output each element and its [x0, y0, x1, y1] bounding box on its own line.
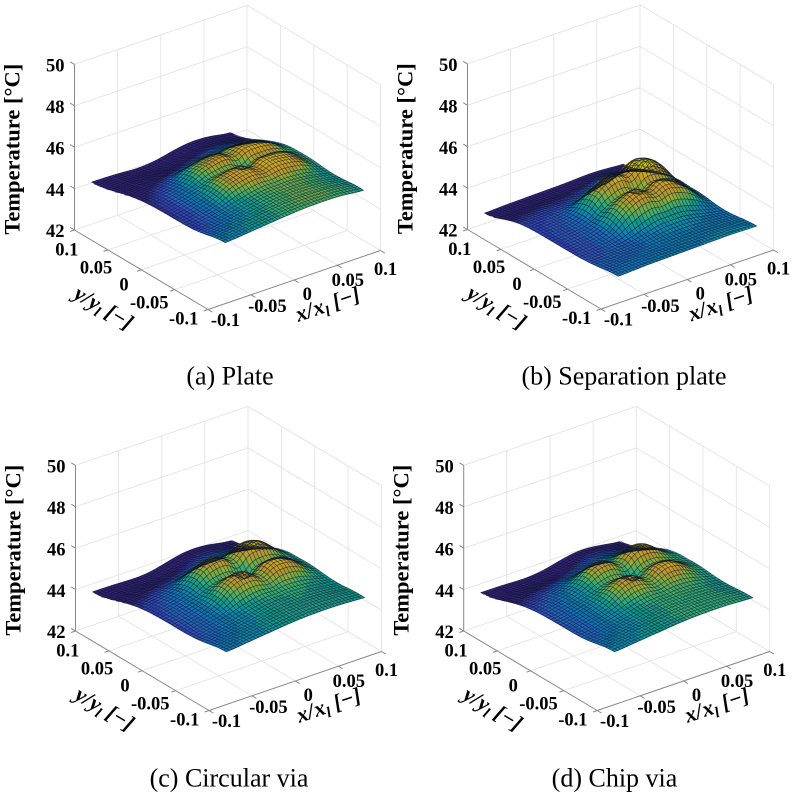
svg-text:0.1: 0.1 — [374, 260, 397, 280]
svg-text:0: 0 — [303, 285, 312, 305]
svg-text:-0.1: -0.1 — [558, 711, 587, 731]
svg-text:44: 44 — [435, 582, 454, 602]
svg-text:-0.1: -0.1 — [211, 311, 240, 331]
svg-text:0: 0 — [696, 284, 705, 304]
svg-text:0.05: 0.05 — [473, 258, 505, 278]
svg-text:-0.05: -0.05 — [637, 698, 676, 718]
svg-text:0: 0 — [692, 686, 701, 706]
svg-text:-0.05: -0.05 — [641, 297, 680, 317]
svg-text:0.05: 0.05 — [332, 271, 364, 291]
svg-text:-0.1: -0.1 — [600, 712, 629, 732]
svg-text:0.1: 0.1 — [763, 661, 786, 681]
svg-text:46: 46 — [47, 540, 66, 560]
svg-text:Temperature [°C]: Temperature [°C] — [389, 465, 414, 636]
svg-text:-0.05: -0.05 — [249, 698, 288, 718]
svg-text:0.05: 0.05 — [333, 672, 365, 692]
svg-text:42: 42 — [435, 623, 454, 643]
svg-text:0.05: 0.05 — [721, 672, 753, 692]
svg-text:0.1: 0.1 — [444, 642, 467, 662]
svg-text:-0.05: -0.05 — [523, 293, 562, 313]
svg-text:-0.05: -0.05 — [519, 695, 558, 715]
svg-text:48: 48 — [46, 98, 65, 118]
svg-text:0.1: 0.1 — [767, 260, 790, 280]
svg-text:0.05: 0.05 — [725, 271, 757, 291]
svg-text:0.05: 0.05 — [81, 660, 113, 680]
svg-text:48: 48 — [435, 499, 454, 519]
svg-text:(a) Plate: (a) Plate — [186, 362, 273, 391]
svg-text:42: 42 — [439, 222, 458, 242]
svg-text:-0.1: -0.1 — [169, 310, 198, 330]
svg-text:Temperature [°C]: Temperature [°C] — [0, 64, 25, 235]
svg-text:0.05: 0.05 — [469, 660, 501, 680]
svg-text:48: 48 — [47, 499, 66, 519]
svg-text:42: 42 — [47, 623, 66, 643]
svg-text:44: 44 — [439, 180, 458, 200]
svg-text:Temperature [°C]: Temperature [°C] — [393, 63, 418, 234]
svg-text:-0.05: -0.05 — [248, 297, 287, 317]
svg-text:0.1: 0.1 — [448, 240, 471, 260]
svg-text:-0.05: -0.05 — [130, 294, 169, 314]
svg-text:0: 0 — [304, 686, 313, 706]
svg-text:0: 0 — [120, 677, 129, 697]
svg-text:46: 46 — [435, 540, 454, 560]
svg-text:(d) Chip via: (d) Chip via — [552, 764, 678, 793]
svg-text:-0.1: -0.1 — [604, 311, 633, 331]
svg-text:50: 50 — [435, 458, 454, 478]
svg-text:44: 44 — [47, 582, 66, 602]
svg-text:48: 48 — [439, 98, 458, 118]
svg-text:-0.1: -0.1 — [562, 309, 591, 329]
svg-text:42: 42 — [46, 222, 65, 242]
svg-text:0: 0 — [512, 275, 521, 295]
svg-text:0.1: 0.1 — [56, 642, 79, 662]
svg-text:0.1: 0.1 — [375, 661, 398, 681]
svg-text:Temperature [°C]: Temperature [°C] — [1, 465, 26, 636]
svg-text:(b) Separation plate: (b) Separation plate — [521, 362, 726, 391]
svg-text:44: 44 — [46, 181, 65, 201]
svg-text:0.1: 0.1 — [55, 241, 78, 261]
svg-text:0.05: 0.05 — [80, 259, 112, 279]
svg-text:50: 50 — [47, 458, 66, 478]
svg-text:0: 0 — [119, 276, 128, 296]
svg-text:0: 0 — [509, 677, 518, 697]
svg-text:(c) Circular via: (c) Circular via — [150, 764, 309, 793]
svg-text:-0.1: -0.1 — [212, 712, 241, 732]
svg-text:50: 50 — [46, 57, 65, 77]
svg-text:50: 50 — [439, 56, 458, 76]
svg-text:46: 46 — [439, 139, 458, 159]
svg-text:46: 46 — [46, 139, 65, 159]
svg-text:-0.1: -0.1 — [170, 711, 199, 731]
svg-text:-0.05: -0.05 — [131, 695, 170, 715]
